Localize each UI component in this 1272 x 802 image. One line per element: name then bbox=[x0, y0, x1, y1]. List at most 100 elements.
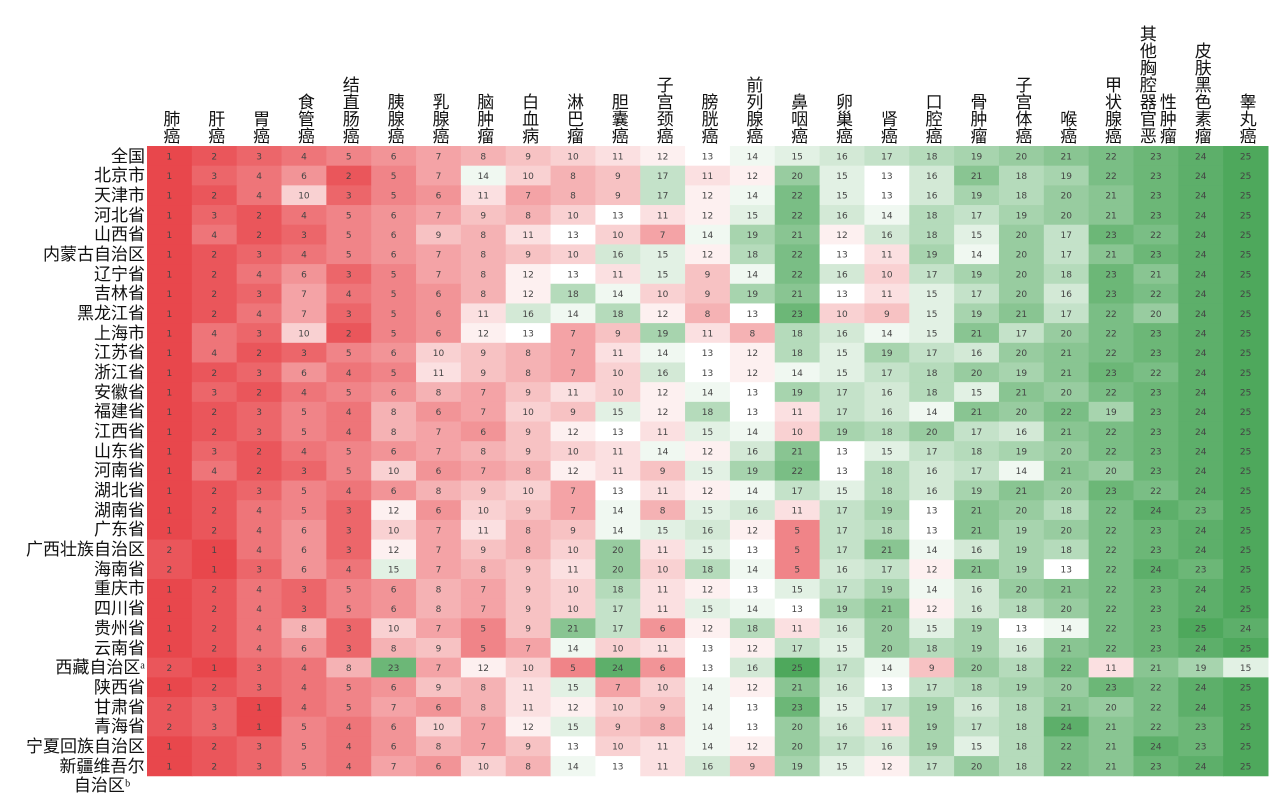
heat-cell bbox=[236, 716, 283, 737]
heat-cell bbox=[595, 578, 641, 600]
heat-cell bbox=[998, 460, 1045, 482]
cell-value: 23 bbox=[1195, 566, 1206, 576]
cell-value: 10 bbox=[478, 762, 490, 772]
cell-value: 3 bbox=[256, 290, 262, 300]
heat-cell bbox=[595, 264, 641, 285]
cell-value: 17 bbox=[657, 192, 668, 202]
cell-value: 7 bbox=[436, 566, 442, 576]
heat-cell bbox=[326, 205, 372, 226]
heat-cell bbox=[147, 382, 193, 403]
heat-cell bbox=[909, 618, 955, 639]
heat-cell bbox=[505, 480, 552, 501]
cell-value: 1 bbox=[167, 526, 173, 536]
cell-value: 17 bbox=[926, 270, 937, 280]
heat-cell bbox=[1178, 283, 1224, 304]
cell-value: 5 bbox=[301, 743, 307, 753]
cell-value: 13 bbox=[926, 507, 937, 517]
cell-value: 4 bbox=[211, 349, 217, 359]
cell-value: 12 bbox=[478, 329, 489, 339]
cell-value: 12 bbox=[747, 644, 758, 654]
cell-value: 20 bbox=[971, 664, 983, 674]
cell-value: 13 bbox=[612, 211, 623, 221]
cell-value: 18 bbox=[926, 369, 938, 379]
heat-cell bbox=[371, 401, 417, 423]
heat-cell bbox=[460, 224, 507, 245]
heat-cell bbox=[685, 441, 731, 462]
cell-value: 13 bbox=[702, 369, 713, 379]
heat-cell bbox=[281, 224, 327, 245]
heat-cell bbox=[909, 323, 955, 344]
heat-cell bbox=[1043, 165, 1090, 186]
heat-cell bbox=[416, 578, 462, 600]
heat-cell bbox=[998, 559, 1045, 580]
heat-cell bbox=[460, 244, 507, 265]
heat-cell bbox=[460, 539, 507, 560]
cell-value: 22 bbox=[1150, 290, 1161, 300]
heat-cell bbox=[1223, 421, 1269, 442]
heat-cell bbox=[864, 500, 910, 521]
heat-cell bbox=[909, 716, 955, 737]
cell-value: 6 bbox=[301, 172, 307, 182]
cell-value: 23 bbox=[1105, 290, 1116, 300]
heat-cell bbox=[1223, 480, 1269, 501]
heat-cell bbox=[954, 736, 1000, 757]
heat-cell bbox=[281, 185, 327, 206]
heat-cell bbox=[460, 362, 507, 383]
heat-cell bbox=[191, 185, 238, 206]
heat-cell bbox=[371, 244, 417, 265]
cell-value: 25 bbox=[1240, 369, 1251, 379]
heat-cell bbox=[774, 224, 821, 245]
heat-cell bbox=[774, 401, 821, 423]
cell-value: 4 bbox=[256, 585, 262, 595]
heat-cell bbox=[729, 185, 776, 206]
cell-value: 14 bbox=[567, 310, 579, 320]
cell-value: 21 bbox=[1105, 743, 1116, 753]
heat-cell bbox=[909, 598, 955, 619]
cell-value: 10 bbox=[567, 585, 579, 595]
cell-value: 17 bbox=[612, 605, 623, 615]
cell-value: 22 bbox=[1105, 507, 1116, 517]
cell-value: 17 bbox=[971, 467, 982, 477]
cell-value: 11 bbox=[657, 743, 668, 753]
cell-value: 2 bbox=[256, 349, 262, 359]
heat-cell bbox=[595, 480, 641, 501]
cell-value: 7 bbox=[570, 349, 576, 359]
heat-cell bbox=[819, 460, 865, 482]
heat-cell bbox=[774, 480, 821, 501]
cell-value: 8 bbox=[480, 566, 486, 576]
cell-value: 8 bbox=[705, 310, 711, 320]
heat-cell bbox=[1133, 224, 1179, 245]
heat-cell bbox=[1088, 323, 1134, 344]
cell-value: 25 bbox=[1240, 408, 1251, 418]
heat-cell bbox=[595, 401, 641, 423]
cell-value: 8 bbox=[525, 467, 531, 477]
heat-cell bbox=[774, 697, 821, 718]
heat-cell bbox=[819, 146, 865, 167]
heat-cell bbox=[729, 205, 776, 226]
heat-cell bbox=[1043, 205, 1090, 226]
cell-value: 3 bbox=[256, 664, 262, 674]
cell-value: 21 bbox=[971, 507, 982, 517]
cell-value: 15 bbox=[926, 310, 937, 320]
cell-value: 2 bbox=[211, 408, 217, 418]
cell-value: 19 bbox=[747, 467, 759, 477]
cell-value: 2 bbox=[256, 211, 262, 221]
cell-value: 11 bbox=[791, 408, 802, 418]
heat-cell bbox=[595, 323, 641, 344]
cell-value: 18 bbox=[1016, 703, 1028, 713]
column-header: 脑肿瘤 bbox=[461, 0, 506, 144]
heat-cell bbox=[1223, 264, 1269, 285]
heat-cell bbox=[416, 441, 462, 462]
cell-value: 19 bbox=[881, 507, 893, 517]
heat-cell bbox=[191, 480, 238, 501]
heat-cell bbox=[416, 598, 462, 619]
row-label: 吉林省 bbox=[94, 284, 145, 304]
cell-value: 21 bbox=[1060, 369, 1071, 379]
heat-cell bbox=[729, 441, 776, 462]
heat-cell bbox=[550, 244, 596, 265]
cell-value: 22 bbox=[1060, 762, 1071, 772]
cell-value: 5 bbox=[391, 270, 397, 280]
heat-cell bbox=[909, 500, 955, 521]
cell-value: 25 bbox=[1240, 546, 1251, 556]
heat-cell bbox=[1178, 323, 1224, 344]
